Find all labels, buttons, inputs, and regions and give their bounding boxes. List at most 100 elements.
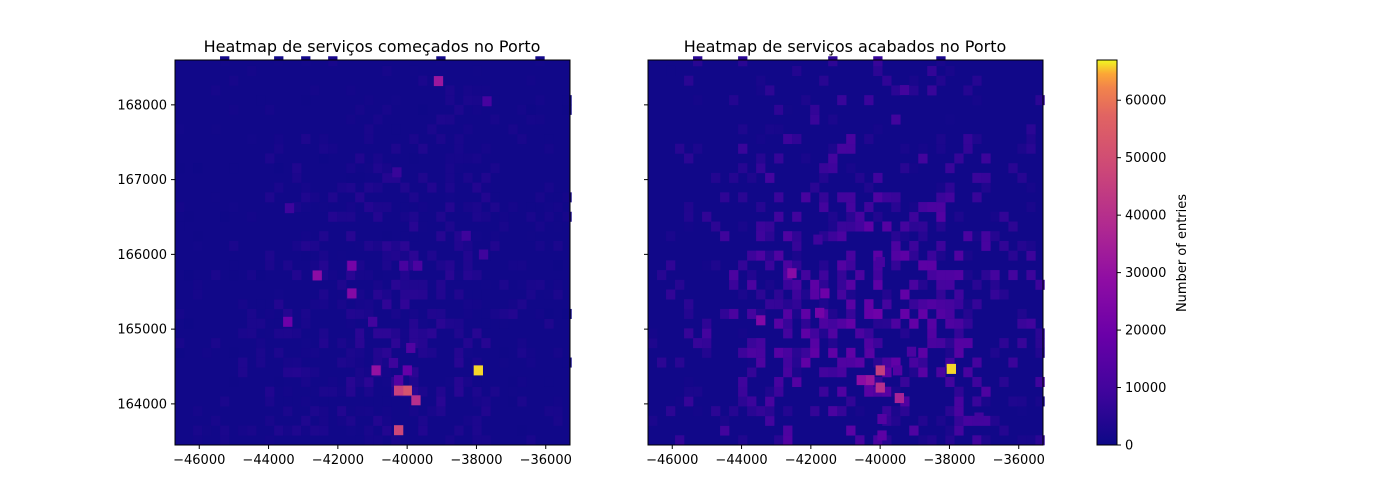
heatmap-cell [364,406,374,417]
heatmap-cell [292,172,302,183]
heatmap-cell [526,104,536,115]
heatmap-cell [675,279,685,290]
heatmap-cell [1008,270,1018,281]
heatmap-cell [544,202,554,213]
heatmap-cell [544,289,554,300]
heatmap-cell [346,415,356,426]
heatmap-cell [756,289,766,300]
heatmap-hotspot-cell [865,375,875,386]
heatmap-cell [481,406,491,417]
heatmap-cell [990,270,1000,281]
heatmap-hotspot-cell [856,375,866,386]
heatmap-cell [562,192,572,203]
heatmap-cell [319,328,329,339]
heatmap-cell [783,279,793,290]
heatmap-hotspot-cell [399,260,409,271]
heatmap-cell [1026,182,1036,193]
heatmap-cell [990,289,1000,300]
heatmap-cell [954,386,964,397]
heatmap-cell [319,250,329,261]
heatmap-cell [535,95,545,106]
heatmap-cell [382,357,392,368]
heatmap-cell [972,192,982,203]
heatmap-cell [517,279,527,290]
heatmap-cell [472,182,482,193]
heatmap-cell [963,367,973,378]
heatmap-cell [373,415,383,426]
heatmap-cell [792,250,802,261]
heatmap-cell [702,328,712,339]
heatmap-cell [220,56,230,67]
heatmap-cell [445,260,455,271]
heatmap-cell [846,221,856,232]
heatmap-cell [319,386,329,397]
heatmap-cell [256,270,266,281]
heatmap-cell [472,386,482,397]
heatmap-cell [945,182,955,193]
heatmap-cell [364,396,374,407]
colorbar-label: Number of entries [1175,194,1190,312]
heatmap-hotspot-cell [368,316,378,327]
heatmap-cell [1017,308,1027,319]
heatmap-cell [837,143,847,154]
heatmap-cell [783,231,793,242]
heatmap-cell [517,299,527,310]
heatmap-cell [445,435,455,446]
heatmap-cell [801,347,811,358]
x-tick-label: −38000 [923,453,975,468]
heatmap-cell [873,192,883,203]
heatmap-cell [535,114,545,125]
heatmap-hotspot-cell [813,234,823,245]
heatmap-cell [963,85,973,96]
heatmap-cell [418,386,428,397]
heatmap-cell [301,367,311,378]
heatmap-cell [274,134,284,145]
heatmap-cell [265,415,275,426]
heatmap-cell [990,279,1000,290]
heatmap-cell [765,260,775,271]
heatmap-cell [310,406,320,417]
heatmap-cell [382,425,392,436]
heatmap-cell [900,143,910,154]
heatmap-cell [918,279,928,290]
heatmap-cell [945,435,955,446]
heatmap-cell [472,95,482,106]
heatmap-cell [517,347,527,358]
heatmap-cell [738,124,748,135]
heatmap-cell [454,376,464,387]
heatmap-cell [499,221,509,232]
heatmap-cell [382,240,392,251]
heatmap-cell [391,143,401,154]
heatmap-cell [882,386,892,397]
heatmap-cell [292,270,302,281]
heatmap-cell [810,279,820,290]
heatmap-cell [193,163,203,174]
heatmap-cell [400,279,410,290]
heatmap-cell [391,240,401,251]
y-tick-label: 164000 [117,397,167,412]
heatmap-cell [436,308,446,319]
heatmap-cell [819,75,829,86]
heatmap-cell [891,240,901,251]
heatmap-cell [454,357,464,368]
x-tick-label: −44000 [715,453,767,468]
heatmap-cell [873,211,883,222]
heatmap-cell [819,231,829,242]
y-tick-label: 165000 [117,323,167,338]
heatmap-cell [774,318,784,329]
heatmap-cell [526,279,536,290]
heatmap-cell [274,328,284,339]
heatmap-cell [184,211,194,222]
heatmap-cell [783,299,793,310]
heatmap-cell [454,104,464,115]
heatmap-cell [481,318,491,329]
heatmap-cell [301,56,311,67]
heatmap-cell [553,396,563,407]
heatmap-cell [409,134,419,145]
y-tick-label: 167000 [117,173,167,188]
heatmap-cell [364,202,374,213]
heatmap-cell [481,192,491,203]
heatmap-cell [927,85,937,96]
heatmap-cell [175,124,185,135]
